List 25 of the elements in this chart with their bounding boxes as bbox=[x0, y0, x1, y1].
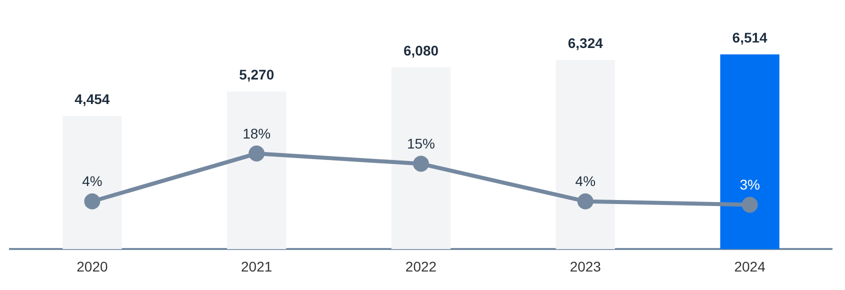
point bbox=[742, 196, 758, 213]
bar bbox=[62, 116, 122, 250]
point bbox=[248, 146, 265, 162]
data-label: 4% bbox=[575, 173, 596, 190]
point bbox=[577, 193, 594, 210]
x-tick-label: 2023 bbox=[570, 258, 602, 274]
bar bbox=[556, 60, 615, 250]
x-tick-label: 2024 bbox=[734, 258, 766, 274]
data-label: 15% bbox=[406, 136, 436, 152]
x-tick-label: 2022 bbox=[405, 258, 437, 274]
data-label: 4,454 bbox=[74, 90, 110, 107]
data-label: 6,324 bbox=[568, 34, 604, 51]
data-label: 5,270 bbox=[239, 66, 274, 82]
bar bbox=[227, 92, 286, 250]
data-label: 4% bbox=[82, 173, 102, 190]
bar bbox=[720, 54, 780, 250]
bar bbox=[391, 67, 451, 250]
data-label: 6,514 bbox=[732, 29, 768, 46]
data-label: 6,080 bbox=[403, 42, 439, 58]
x-tick-label: 2021 bbox=[241, 258, 272, 274]
point bbox=[413, 156, 429, 172]
x-tick-label: 2020 bbox=[76, 258, 108, 274]
data-label: 18% bbox=[242, 125, 271, 142]
data-label: 3% bbox=[740, 176, 760, 193]
point bbox=[84, 193, 100, 210]
